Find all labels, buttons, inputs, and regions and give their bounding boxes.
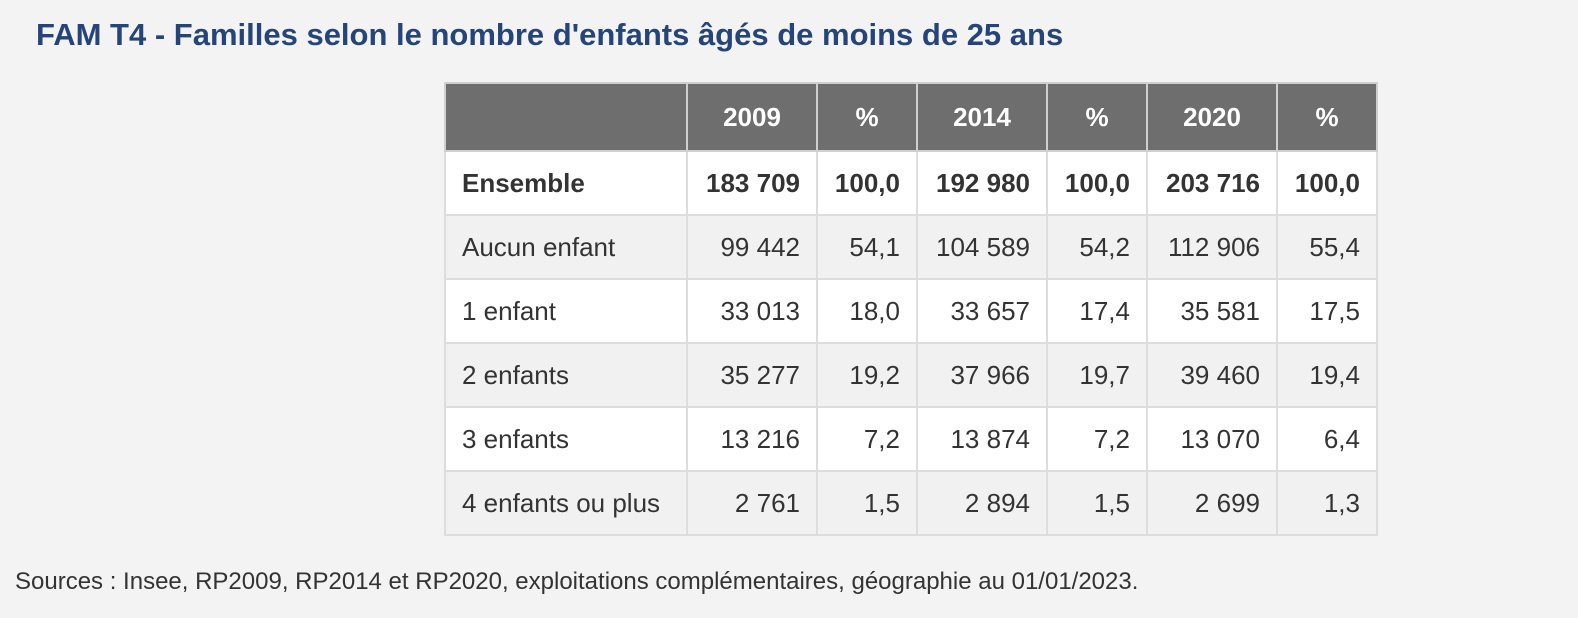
cell-2014: 13 874 [916, 406, 1048, 472]
cell-percent-2020: 19,4 [1276, 342, 1378, 408]
cell-2020: 112 906 [1146, 214, 1278, 280]
table-row-ensemble: Ensemble 183 709 100,0 192 980 100,0 203… [444, 150, 1378, 216]
row-label: 4 enfants ou plus [444, 470, 688, 536]
table-row-aucun-enfant: Aucun enfant 99 442 54,1 104 589 54,2 11… [444, 214, 1378, 280]
row-label: 2 enfants [444, 342, 688, 408]
header-label-cell [444, 82, 688, 152]
cell-2014: 104 589 [916, 214, 1048, 280]
cell-2020: 2 699 [1146, 470, 1278, 536]
cell-2020: 35 581 [1146, 278, 1278, 344]
cell-percent-2009: 19,2 [816, 342, 918, 408]
row-label: Aucun enfant [444, 214, 688, 280]
table-row-1-enfant: 1 enfant 33 013 18,0 33 657 17,4 35 581 … [444, 278, 1378, 344]
cell-2009: 99 442 [686, 214, 818, 280]
cell-percent-2014: 1,5 [1046, 470, 1148, 536]
data-table-container: 2009 % 2014 % 2020 % Ensemble 183 709 10… [444, 82, 1378, 536]
cell-percent-2014: 17,4 [1046, 278, 1148, 344]
cell-percent-2009: 18,0 [816, 278, 918, 344]
cell-percent-2009: 54,1 [816, 214, 918, 280]
cell-percent-2014: 100,0 [1046, 150, 1148, 216]
cell-percent-2014: 7,2 [1046, 406, 1148, 472]
cell-2020: 203 716 [1146, 150, 1278, 216]
header-percent-2020: % [1276, 82, 1378, 152]
cell-2014: 33 657 [916, 278, 1048, 344]
header-year-2009: 2009 [686, 82, 818, 152]
families-table: 2009 % 2014 % 2020 % Ensemble 183 709 10… [444, 82, 1378, 536]
cell-percent-2014: 54,2 [1046, 214, 1148, 280]
row-label: 3 enfants [444, 406, 688, 472]
table-row-2-enfants: 2 enfants 35 277 19,2 37 966 19,7 39 460… [444, 342, 1378, 408]
cell-2009: 13 216 [686, 406, 818, 472]
cell-2014: 37 966 [916, 342, 1048, 408]
cell-2014: 192 980 [916, 150, 1048, 216]
cell-2020: 39 460 [1146, 342, 1278, 408]
cell-percent-2014: 19,7 [1046, 342, 1148, 408]
row-label: Ensemble [444, 150, 688, 216]
header-year-2014: 2014 [916, 82, 1048, 152]
cell-2020: 13 070 [1146, 406, 1278, 472]
header-percent-2014: % [1046, 82, 1148, 152]
row-label: 1 enfant [444, 278, 688, 344]
cell-percent-2009: 1,5 [816, 470, 918, 536]
cell-percent-2009: 7,2 [816, 406, 918, 472]
cell-percent-2009: 100,0 [816, 150, 918, 216]
table-row-3-enfants: 3 enfants 13 216 7,2 13 874 7,2 13 070 6… [444, 406, 1378, 472]
header-percent-2009: % [816, 82, 918, 152]
page-title: FAM T4 - Familles selon le nombre d'enfa… [36, 17, 1064, 52]
header-year-2020: 2020 [1146, 82, 1278, 152]
cell-percent-2020: 100,0 [1276, 150, 1378, 216]
cell-2009: 183 709 [686, 150, 818, 216]
cell-percent-2020: 1,3 [1276, 470, 1378, 536]
cell-percent-2020: 55,4 [1276, 214, 1378, 280]
source-note: Sources : Insee, RP2009, RP2014 et RP202… [15, 568, 1139, 595]
cell-percent-2020: 17,5 [1276, 278, 1378, 344]
table-header-row: 2009 % 2014 % 2020 % [444, 82, 1378, 152]
table-row-4-enfants-ou-plus: 4 enfants ou plus 2 761 1,5 2 894 1,5 2 … [444, 470, 1378, 536]
cell-2014: 2 894 [916, 470, 1048, 536]
cell-percent-2020: 6,4 [1276, 406, 1378, 472]
cell-2009: 33 013 [686, 278, 818, 344]
cell-2009: 35 277 [686, 342, 818, 408]
cell-2009: 2 761 [686, 470, 818, 536]
